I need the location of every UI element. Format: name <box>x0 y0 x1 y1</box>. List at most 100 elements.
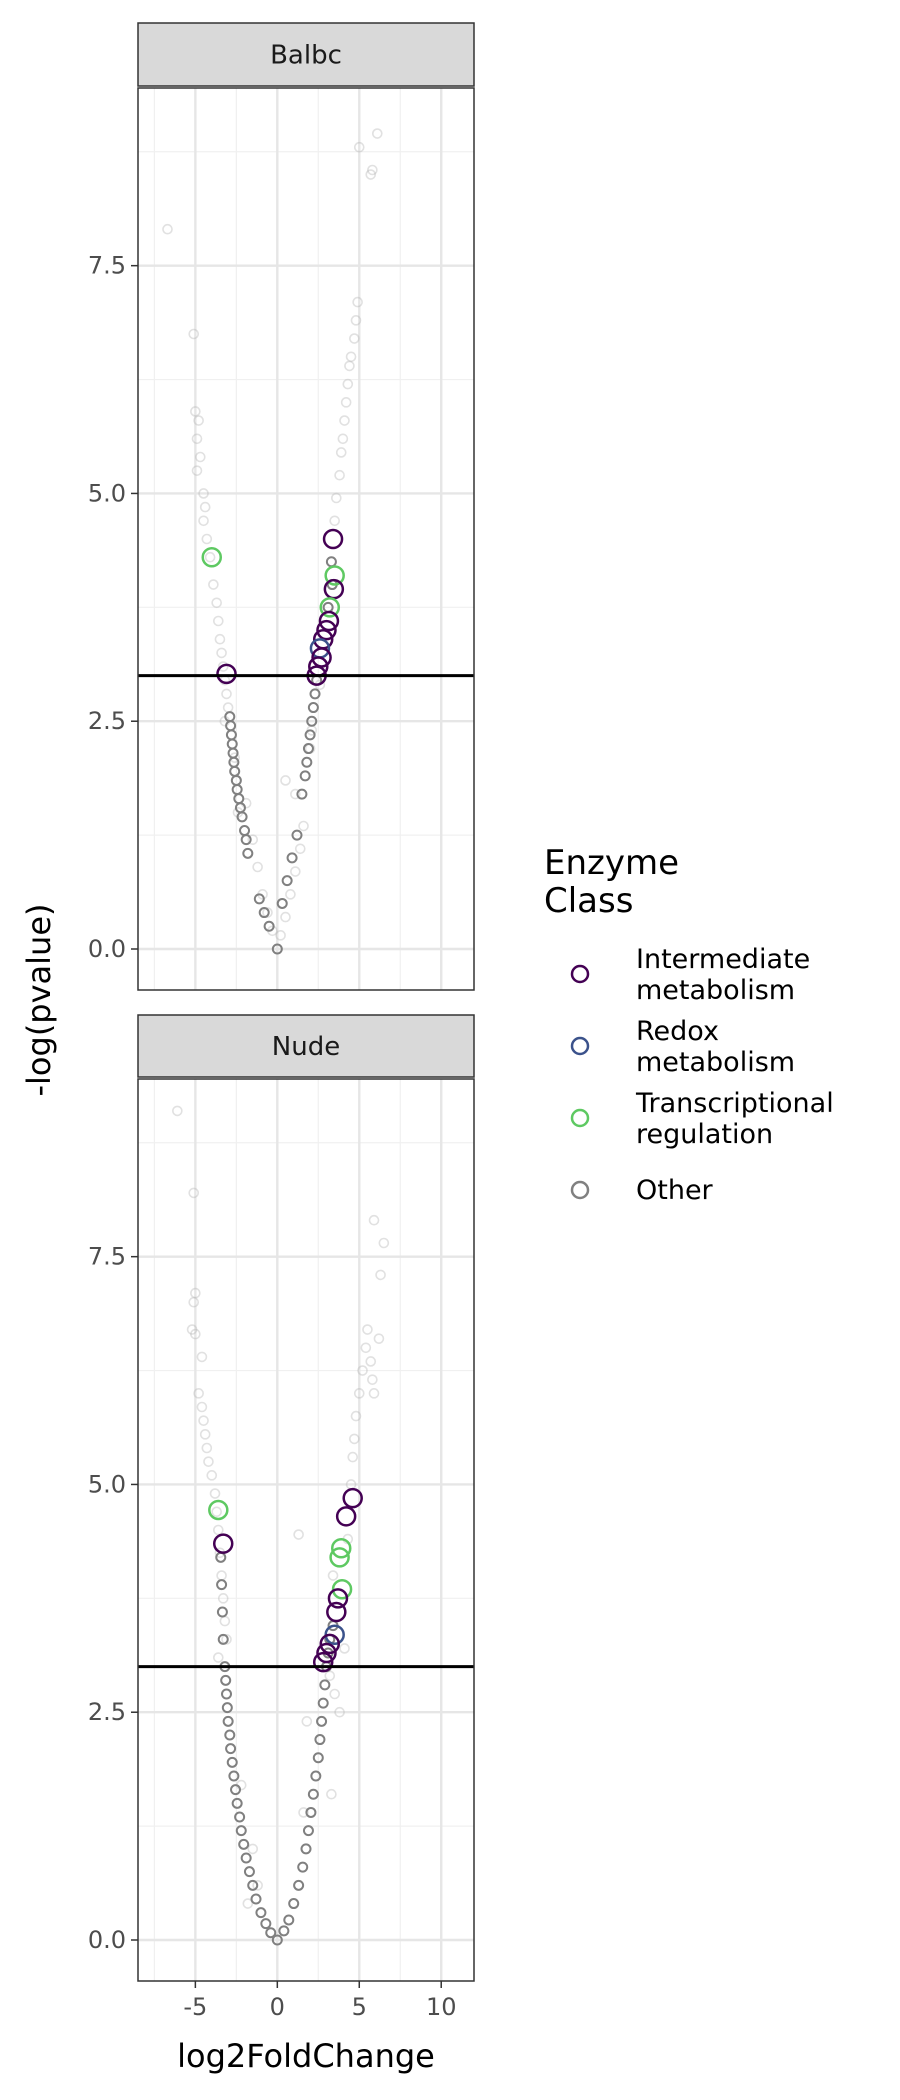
y-tick-label: 2.5 <box>88 1698 126 1726</box>
faded-point <box>353 141 365 153</box>
faded-point <box>213 1652 224 1663</box>
y-tick-label: 5.0 <box>88 1470 126 1498</box>
other-point <box>306 715 318 727</box>
faded-point <box>198 1415 209 1426</box>
legend-title: Class <box>544 881 633 921</box>
strip-background <box>137 22 475 87</box>
other-point <box>253 893 265 905</box>
other-point <box>310 1770 322 1782</box>
other-point <box>302 743 314 755</box>
faded-point <box>290 866 301 877</box>
other-point <box>302 1825 314 1837</box>
faded-point <box>211 1506 222 1518</box>
other-point <box>242 847 254 859</box>
x-tick-label: 5 <box>352 1993 367 2021</box>
faded-point <box>190 1328 201 1340</box>
faded-point <box>285 889 296 900</box>
other-point <box>217 1633 229 1645</box>
x-tick-label: -5 <box>183 1993 207 2021</box>
faded-point <box>298 1807 309 1818</box>
other-point <box>236 811 248 823</box>
other-point <box>243 1866 255 1878</box>
faded-point <box>216 647 227 659</box>
faded-point <box>252 861 263 873</box>
faded-point <box>252 1880 263 1891</box>
faded-point <box>188 1187 200 1199</box>
faded-point <box>217 1593 229 1604</box>
enzyme-point-intermediate <box>316 619 337 641</box>
faded-point <box>350 315 362 326</box>
strip-background <box>137 1014 475 1078</box>
faded-point <box>198 515 209 527</box>
faded-point <box>365 169 377 180</box>
enzyme-point-intermediate <box>316 1642 337 1664</box>
y-tick-label: 5.0 <box>88 479 126 507</box>
other-point <box>221 1702 233 1714</box>
faded-point <box>345 351 357 363</box>
other-point <box>314 1734 326 1746</box>
faded-point <box>196 1401 208 1413</box>
faded-point <box>186 1324 198 1335</box>
faded-point <box>360 1342 372 1354</box>
x-tick-label: 10 <box>426 1993 457 2021</box>
other-point <box>291 829 303 841</box>
other-point <box>240 834 252 846</box>
legend-key-redox <box>570 1036 590 1056</box>
faded-point <box>201 533 213 545</box>
enzyme-point-intermediate <box>212 1533 234 1554</box>
faded-point <box>326 1788 337 1800</box>
other-point <box>297 1861 309 1873</box>
faded-point <box>329 515 340 527</box>
other-point <box>263 920 275 932</box>
faded-point <box>350 1410 362 1422</box>
y-tick-label: 7.5 <box>88 252 126 280</box>
faded-point <box>162 223 173 235</box>
enzyme-point-transcriptional <box>319 597 341 618</box>
faded-point <box>368 1214 380 1226</box>
faded-point <box>221 688 232 700</box>
faded-point <box>349 333 360 344</box>
faded-point <box>209 1488 221 1499</box>
other-point <box>255 1907 267 1919</box>
faded-point <box>373 1333 385 1344</box>
other-point <box>293 1879 305 1891</box>
x-tick-label: 0 <box>270 1993 285 2021</box>
faded-point <box>347 1451 359 1463</box>
faded-point <box>193 1388 204 1399</box>
faded-point <box>353 1388 365 1399</box>
y-axis-title: -log(pvalue) <box>20 903 58 1096</box>
other-point <box>307 1788 319 1800</box>
other-point <box>226 1756 238 1768</box>
faded-point <box>378 1237 390 1249</box>
faded-point <box>221 1634 232 1645</box>
faded-point <box>191 465 203 476</box>
y-tick-label: 2.5 <box>88 707 126 735</box>
other-point <box>309 688 321 700</box>
legend-label-intermediate: metabolism <box>636 975 795 1006</box>
legend-key-transcriptional <box>570 1108 590 1128</box>
enzyme-point-intermediate <box>335 1506 357 1527</box>
legend-label-transcriptional: Transcriptional <box>635 1088 834 1119</box>
enzyme-point-transcriptional <box>324 565 345 586</box>
faded-point <box>172 1105 183 1117</box>
faded-point <box>294 843 306 855</box>
other-point <box>247 1879 259 1891</box>
faded-point <box>298 820 309 832</box>
faded-point <box>242 1898 254 1909</box>
faded-point <box>211 597 222 609</box>
faded-point <box>204 551 216 563</box>
faded-point <box>339 415 350 426</box>
other-point <box>319 1679 331 1691</box>
enzyme-point-intermediate <box>327 1588 349 1609</box>
faded-point <box>290 788 301 800</box>
faded-point <box>344 360 355 372</box>
faded-point <box>324 1670 336 1682</box>
other-point <box>258 907 270 919</box>
other-point <box>283 1914 295 1926</box>
faded-point <box>213 1524 224 1536</box>
other-point <box>278 1925 290 1937</box>
other-point <box>317 1697 329 1709</box>
faded-point <box>327 1570 339 1581</box>
faded-point <box>247 1843 259 1855</box>
faded-point <box>301 1716 313 1727</box>
